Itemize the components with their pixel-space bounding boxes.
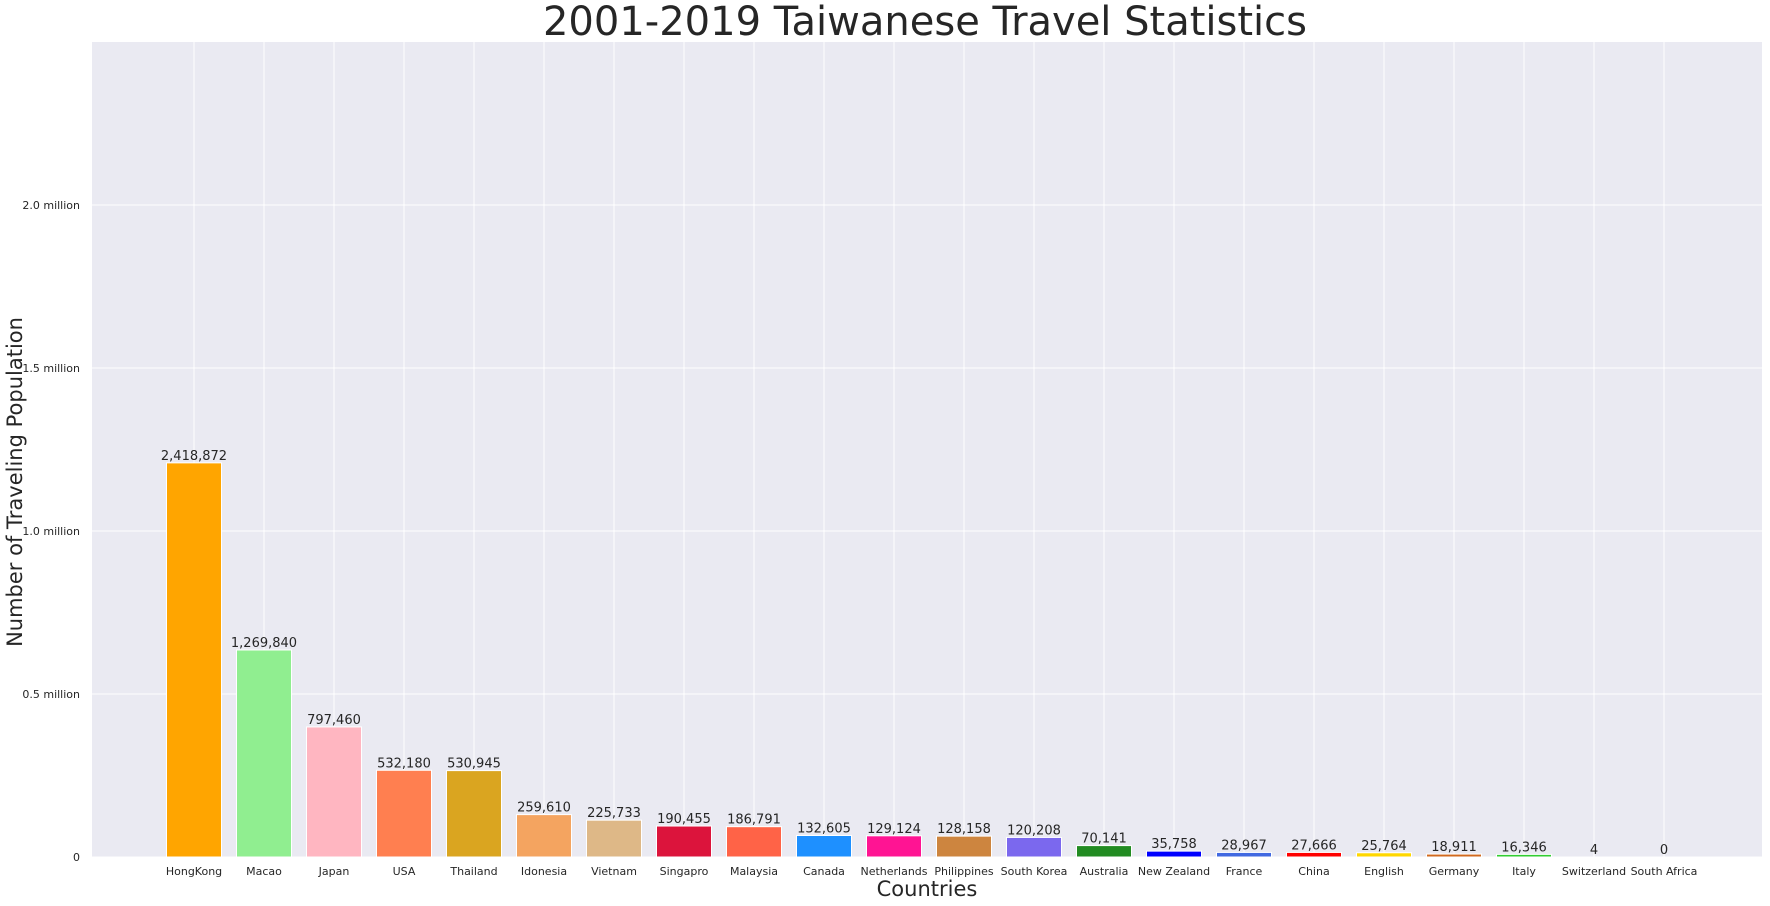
x-tick-label: Netherlands — [860, 865, 927, 878]
bar-english — [1356, 852, 1412, 858]
bar-idonesia — [516, 814, 572, 858]
bar-philippines — [936, 835, 992, 858]
x-tick-label: Australia — [1080, 865, 1129, 878]
x-tick-label: Germany — [1429, 865, 1480, 878]
bar-thailand — [446, 770, 502, 858]
x-tick-label: Singapro — [660, 865, 709, 878]
grid-lines — [92, 42, 1762, 858]
plot-area — [92, 42, 1762, 857]
y-tick-label: 1.0 million — [22, 525, 80, 538]
bar-malaysia — [726, 826, 782, 858]
y-axis-label: Number of Traveling Population — [3, 317, 27, 647]
bar-value-label: 4 — [1590, 843, 1598, 858]
bar-value-label: 2,418,872 — [161, 449, 227, 464]
y-tick-label: 0 — [73, 851, 80, 864]
bars — [166, 462, 1622, 858]
bar-netherlands — [866, 835, 922, 858]
bar-value-label: 25,764 — [1361, 839, 1407, 854]
bar-italy — [1496, 853, 1552, 858]
bar-macao — [236, 649, 292, 858]
bar-value-label: 225,733 — [587, 806, 641, 821]
bar-china — [1286, 851, 1342, 858]
x-tick-label: Malaysia — [730, 865, 778, 878]
bar-value-label: 27,666 — [1291, 838, 1337, 853]
chart-title: 2001-2019 Taiwanese Travel Statistics — [543, 0, 1307, 45]
x-axis-label: Countries — [877, 877, 978, 901]
x-tick-label: Canada — [803, 865, 845, 878]
bar-value-label: 1,269,840 — [231, 636, 297, 651]
bar-usa — [376, 769, 432, 858]
bar-value-label: 190,455 — [657, 812, 711, 827]
x-tick-label: Vietnam — [591, 865, 637, 878]
bar-value-label: 18,911 — [1431, 840, 1477, 855]
y-tick-label: 0.5 million — [22, 688, 80, 701]
bar-value-label: 530,945 — [447, 757, 501, 772]
x-tick-label: Thailand — [449, 865, 497, 878]
bar-germany — [1426, 853, 1482, 858]
x-tick-label: Philippines — [934, 865, 994, 878]
bar-value-label: 16,346 — [1501, 840, 1547, 855]
bar-singapro — [656, 825, 712, 858]
bar-vietnam — [586, 819, 642, 858]
x-tick-label: New Zealand — [1138, 865, 1210, 878]
x-tick-labels: HongKong Macao Japan USA Thailand Idonesia Vie… — [166, 865, 1698, 878]
y-tick-label: 2.0 million — [22, 199, 80, 212]
bar-hongkong — [166, 462, 222, 858]
data-labels: 2,418,872 1,269,840 797,460 532,180 530,945 2… — [161, 449, 1668, 858]
bar-value-label: 28,967 — [1221, 838, 1267, 853]
x-tick-label: Italy — [1512, 865, 1536, 878]
x-tick-label: China — [1298, 865, 1329, 878]
bar-value-label: 128,158 — [937, 822, 991, 837]
bar-value-label: 0 — [1660, 843, 1668, 858]
bar-value-label: 186,791 — [727, 813, 781, 828]
bar-value-label: 70,141 — [1081, 832, 1127, 847]
bar-canada — [796, 834, 852, 858]
x-tick-label: Switzerland — [1562, 865, 1626, 878]
bar-japan — [306, 726, 362, 858]
bar-value-label: 132,605 — [797, 821, 851, 836]
x-tick-label: Macao — [246, 865, 282, 878]
x-tick-label: USA — [393, 865, 416, 878]
y-tick-label: 1.5 million — [22, 362, 80, 375]
x-tick-label: Idonesia — [521, 865, 567, 878]
bar-value-label: 35,758 — [1151, 837, 1197, 852]
bar-south-korea — [1006, 836, 1062, 858]
x-tick-label: HongKong — [166, 865, 222, 878]
bar-france — [1216, 851, 1272, 858]
bar-value-label: 120,208 — [1007, 823, 1061, 838]
bar-australia — [1076, 845, 1132, 858]
bar-value-label: 797,460 — [307, 713, 361, 728]
bar-value-label: 259,610 — [517, 801, 571, 816]
bar-value-label: 532,180 — [377, 756, 431, 771]
x-tick-label: South Korea — [1001, 865, 1068, 878]
x-tick-label: South Africa — [1631, 865, 1698, 878]
x-tick-label: France — [1226, 865, 1263, 878]
bar-new-zealand — [1146, 850, 1202, 858]
x-tick-label: English — [1364, 865, 1404, 878]
y-tick-labels: 0 0.5 million 1.0 million 1.5 million 2.0 mi… — [22, 199, 80, 864]
x-tick-label: Japan — [318, 865, 350, 878]
bar-value-label: 129,124 — [867, 822, 921, 837]
